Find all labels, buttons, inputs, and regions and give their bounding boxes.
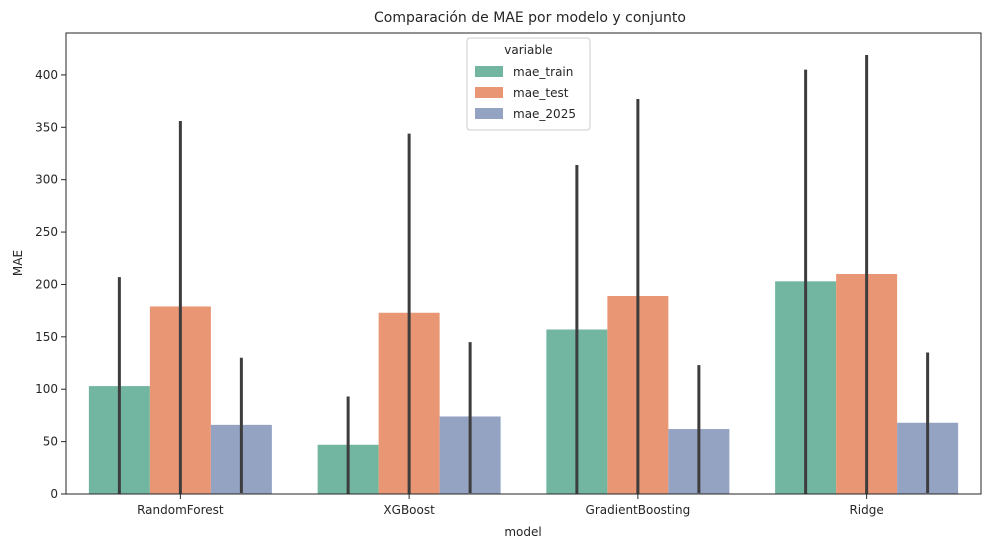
legend: variable mae_train mae_test mae_2025 — [466, 37, 591, 131]
y-tick-label: 400 — [35, 68, 58, 82]
legend-swatch-mae_test — [475, 87, 503, 98]
legend-swatch-mae_2025 — [475, 108, 503, 119]
legend-swatch-mae_train — [475, 66, 503, 77]
plot-frame — [65, 32, 982, 495]
y-axis-title: MAE — [11, 250, 25, 276]
plot-area — [88, 55, 959, 494]
x-tick-label: RandomForest — [137, 503, 224, 517]
y-axis: 0 50 100 150 200 250 300 350 400 — [35, 68, 66, 501]
x-axis: RandomForest XGBoost GradientBoosting Ridge — [137, 494, 884, 517]
x-tick-label: XGBoost — [383, 503, 435, 517]
x-axis-title: model — [504, 525, 541, 539]
y-tick-label: 50 — [43, 435, 58, 449]
x-tick-label: Ridge — [849, 503, 883, 517]
y-tick-label: 250 — [35, 225, 58, 239]
y-tick-label: 200 — [35, 277, 58, 291]
y-tick-label: 350 — [35, 120, 58, 134]
y-tick-label: 300 — [35, 173, 58, 187]
y-tick-label: 150 — [35, 330, 58, 344]
legend-label-mae_train: mae_train — [513, 65, 573, 79]
legend-label-mae_test: mae_test — [513, 86, 569, 100]
y-tick-label: 100 — [35, 382, 58, 396]
x-tick-label: GradientBoosting — [586, 503, 691, 517]
chart-title: Comparación de MAE por modelo y conjunto — [374, 10, 686, 26]
legend-box — [466, 37, 591, 131]
y-tick-label: 0 — [50, 487, 58, 501]
legend-label-mae_2025: mae_2025 — [513, 107, 576, 121]
legend-title: variable — [504, 43, 552, 57]
